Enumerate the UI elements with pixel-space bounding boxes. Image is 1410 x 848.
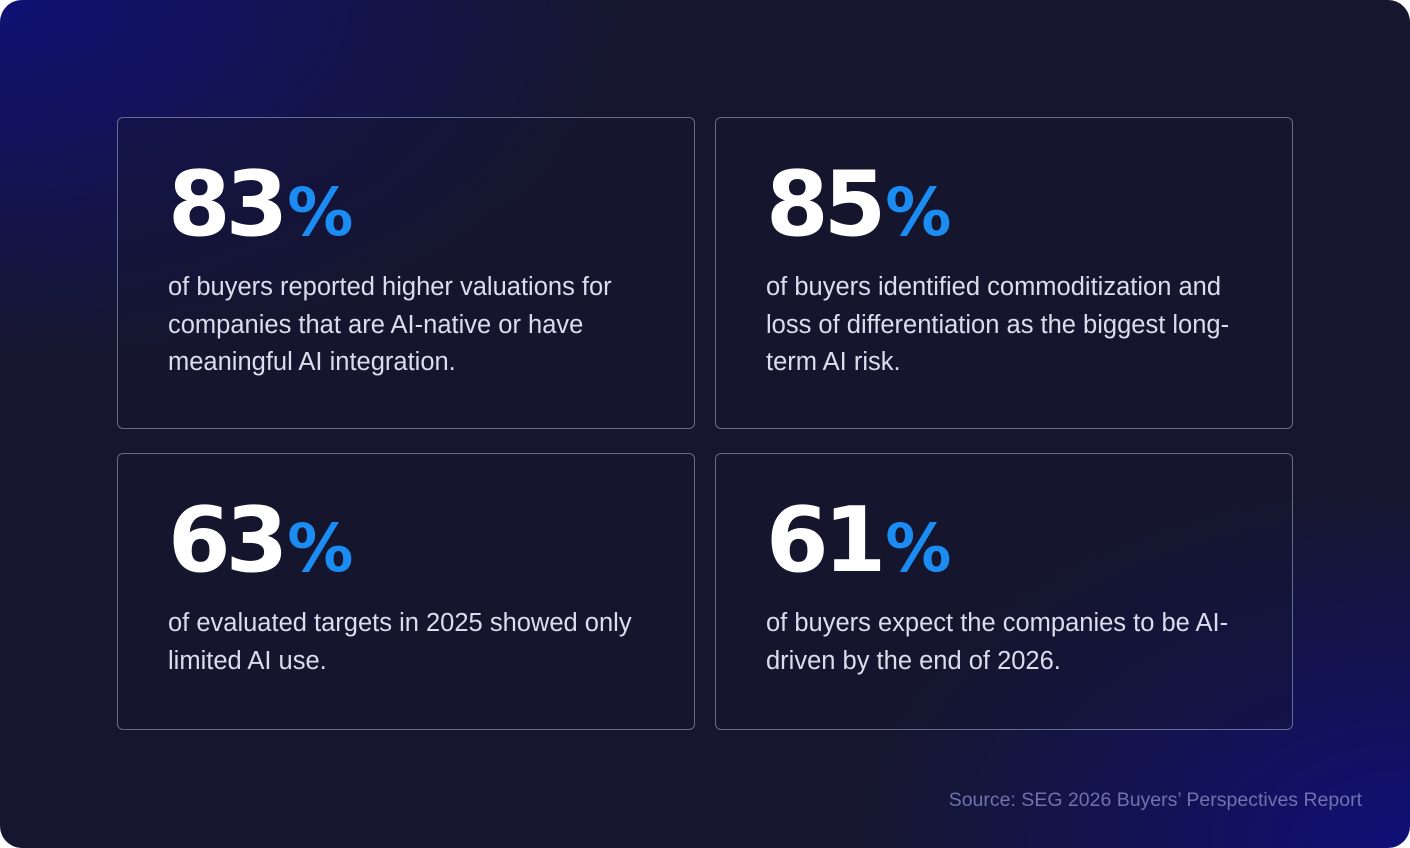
stat-value: 63 <box>168 488 288 593</box>
source-citation: Source: SEG 2026 Buyers’ Perspectives Re… <box>948 789 1362 811</box>
stat-figure: 83% <box>168 160 353 250</box>
stat-value: 83 <box>168 152 288 257</box>
stat-value: 85 <box>766 152 886 257</box>
stat-description: of buyers identified commoditization and… <box>766 273 1230 376</box>
percent-sign: % <box>287 510 354 587</box>
percent-sign: % <box>885 510 952 587</box>
stat-description: of buyers reported higher valuations for… <box>168 273 612 376</box>
stat-value: 61 <box>766 488 886 593</box>
stat-figure: 63% <box>168 496 353 586</box>
stat-card-commoditization-risk: 85% of buyers identified commoditization… <box>715 117 1293 429</box>
stat-card-valuations: 83% of buyers reported higher valuations… <box>117 117 695 429</box>
stat-figure: 61% <box>766 496 951 586</box>
percent-sign: % <box>885 174 952 251</box>
stat-figure: 85% <box>766 160 951 250</box>
stat-description: of evaluated targets in 2025 showed only… <box>168 609 632 675</box>
stat-description: of buyers expect the companies to be AI-… <box>766 609 1229 675</box>
stat-card-limited-ai-use: 63% of evaluated targets in 2025 showed … <box>117 453 695 730</box>
stat-card-ai-driven-2026: 61% of buyers expect the companies to be… <box>715 453 1293 730</box>
percent-sign: % <box>287 174 354 251</box>
